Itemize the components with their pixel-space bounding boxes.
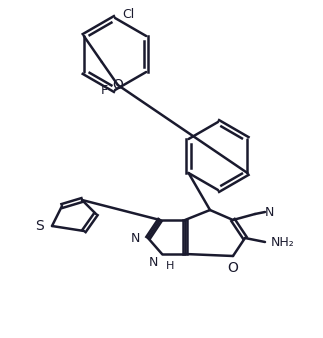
Text: O: O (112, 78, 123, 92)
Text: NH₂: NH₂ (271, 236, 295, 248)
Text: S: S (35, 219, 44, 233)
Text: O: O (228, 261, 238, 275)
Text: N: N (130, 232, 140, 244)
Text: Cl: Cl (122, 8, 134, 22)
Text: N: N (149, 256, 158, 268)
Text: H: H (166, 261, 174, 271)
Text: F: F (101, 83, 108, 97)
Text: N: N (265, 206, 274, 218)
